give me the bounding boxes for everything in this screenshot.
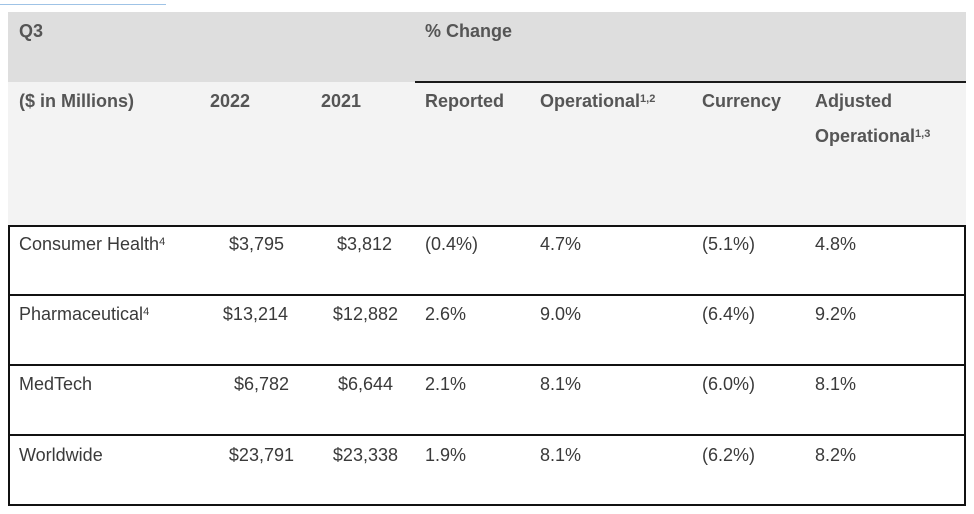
row-divider (8, 364, 966, 366)
column-header-currency: Currency (702, 91, 782, 111)
value-2021: $12,882 (332, 304, 398, 324)
value-adjusted-operational: 4.8% (815, 234, 857, 254)
value-2021: $6,644 (337, 374, 393, 394)
percent-change-label: % Change (425, 21, 513, 41)
value-adjusted-operational: 8.1% (815, 374, 857, 394)
value-operational: 8.1% (540, 445, 582, 465)
column-header-band (8, 82, 966, 225)
column-header-operational-footnote: 1,2 (640, 93, 656, 105)
header-band (8, 12, 966, 82)
segment-cell: Consumer Health4 (19, 233, 165, 255)
value-operational: 4.7% (540, 234, 582, 254)
segment-footnote: 4 (143, 306, 150, 318)
column-header-adjusted-text: Operational (815, 126, 916, 146)
column-header-reported: Reported (425, 91, 505, 111)
value-adjusted-operational: 8.2% (815, 445, 857, 465)
percent-change-underline (415, 81, 966, 83)
value-2022: $6,782 (233, 374, 289, 394)
column-header-operational-text: Operational (540, 91, 641, 111)
value-2022: $3,795 (228, 234, 284, 254)
column-header-adjusted-line2: Operational1,3 (815, 125, 930, 147)
segment-footnote: 4 (159, 236, 166, 248)
column-header-operational: Operational1,2 (540, 90, 655, 112)
column-header-adjusted-footnote: 1,3 (915, 128, 931, 140)
quarter-label: Q3 (19, 21, 44, 41)
value-2022: $23,791 (228, 445, 294, 465)
value-reported: 2.1% (425, 374, 467, 394)
value-reported: 2.6% (425, 304, 467, 324)
value-currency: (6.4%) (702, 304, 756, 324)
value-reported: (0.4%) (425, 234, 479, 254)
value-adjusted-operational: 9.2% (815, 304, 857, 324)
segment-name: Pharmaceutical (19, 304, 144, 324)
value-currency: (6.2%) (702, 445, 756, 465)
segment-cell: Pharmaceutical4 (19, 303, 149, 325)
segment-cell: MedTech (19, 373, 92, 395)
value-currency: (6.0%) (702, 374, 756, 394)
segment-name: MedTech (19, 374, 93, 394)
segment-name: Consumer Health (19, 234, 160, 254)
column-header-adjusted-line1: Adjusted (815, 91, 893, 111)
row-divider (8, 434, 966, 436)
units-label: ($ in Millions) (19, 91, 134, 111)
segment-cell: Worldwide (19, 444, 103, 466)
value-operational: 8.1% (540, 374, 582, 394)
value-2022: $13,214 (222, 304, 288, 324)
top-accent-rule (0, 4, 166, 5)
segment-name: Worldwide (19, 445, 103, 465)
value-reported: 1.9% (425, 445, 467, 465)
row-divider (8, 294, 966, 296)
column-header-2021: 2021 (321, 91, 362, 111)
value-operational: 9.0% (540, 304, 582, 324)
value-2021: $3,812 (336, 234, 392, 254)
value-currency: (5.1%) (702, 234, 756, 254)
column-header-2022: 2022 (210, 91, 251, 111)
value-2021: $23,338 (332, 445, 398, 465)
